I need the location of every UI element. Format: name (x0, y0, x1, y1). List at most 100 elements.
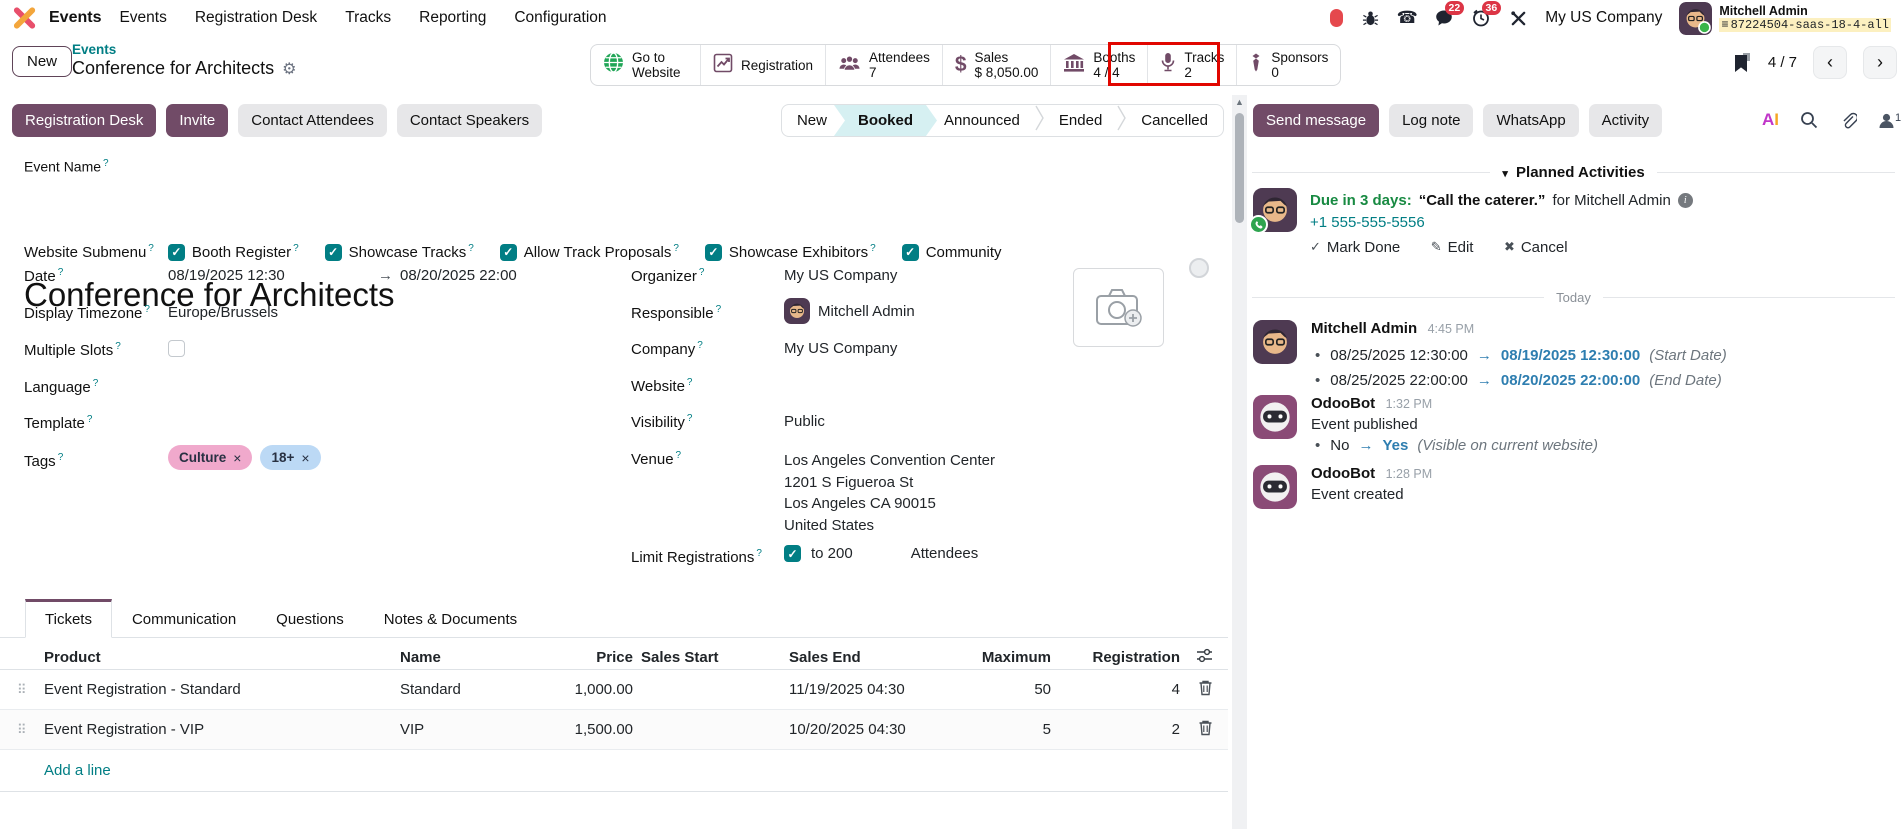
recording-indicator-icon[interactable] (1330, 9, 1344, 27)
multiple-slots-checkbox[interactable] (168, 340, 185, 357)
status-announced[interactable]: Announced (944, 112, 1020, 129)
cell-sales-end[interactable]: 11/19/2025 04:30 (789, 681, 905, 698)
date-start-input[interactable]: 08/19/2025 12:30 (168, 267, 285, 284)
message-event-published[interactable]: OdooBot 1:32 PM Event published • No → Yes(… (1253, 395, 1893, 454)
tools-icon[interactable] (1508, 8, 1528, 28)
event-name-input[interactable]: Conference for Architects (24, 276, 395, 313)
form-scrollbar[interactable]: ▲ (1232, 95, 1247, 829)
allow-track-proposals-checkbox[interactable]: ✓ Allow Track Proposals? (499, 243, 679, 261)
ai-icon[interactable]: AI (1762, 110, 1780, 129)
mark-done-button[interactable]: ✓ Mark Done (1310, 238, 1401, 256)
company-switcher[interactable]: My US Company (1545, 9, 1663, 26)
tab-notes-documents[interactable]: Notes & Documents (383, 611, 518, 628)
attachments-paperclip-icon[interactable] (1839, 111, 1858, 130)
message-author[interactable]: Mitchell Admin (1311, 320, 1418, 337)
stat-booths[interactable]: Booths 4 / 4 (1050, 45, 1147, 85)
breadcrumb-parent[interactable]: Events (72, 42, 117, 57)
info-icon[interactable]: i (1677, 193, 1693, 208)
col-name[interactable]: Name (400, 648, 441, 666)
drag-handle-icon[interactable]: ⠿ (17, 721, 27, 737)
actions-gear-icon[interactable]: ⚙ (282, 60, 297, 78)
checkbox-checked[interactable]: ✓ (167, 243, 185, 261)
cell-maximum[interactable]: 50 (1034, 681, 1051, 698)
limit-registrations-value[interactable]: to 200 (811, 545, 853, 562)
voip-phone-icon[interactable]: ☎ (1396, 8, 1418, 27)
cell-price[interactable]: 1,000.00 (574, 681, 633, 698)
status-cancelled[interactable]: Cancelled (1141, 112, 1208, 129)
cell-sales-end[interactable]: 10/20/2025 04:30 (789, 721, 906, 738)
message-author[interactable]: OdooBot (1311, 465, 1376, 482)
add-a-line-link[interactable]: Add a line (44, 762, 111, 779)
activities-clock-icon[interactable]: 36 (1471, 1, 1502, 28)
app-name[interactable]: Events (49, 9, 102, 26)
stage-indicator-circle[interactable] (1189, 258, 1209, 278)
tab-tickets[interactable]: Tickets (25, 599, 112, 638)
responsible-input[interactable]: Mitchell Admin (784, 298, 915, 324)
status-booked[interactable]: Booked (834, 105, 937, 136)
col-product[interactable]: Product (44, 648, 101, 666)
cell-maximum[interactable]: 5 (1042, 721, 1051, 738)
optional-columns-icon[interactable] (1180, 648, 1228, 667)
cell-product[interactable]: Event Registration - Standard (44, 681, 241, 698)
col-price[interactable]: Price (596, 648, 633, 666)
showcase-tracks-checkbox[interactable]: ✓ Showcase Tracks? (324, 243, 474, 261)
col-sales-end[interactable]: Sales End (789, 648, 861, 666)
ticket-row-standard[interactable]: ⠿ Event Registration - Standard Standard… (0, 670, 1228, 710)
contact-speakers-button[interactable]: Contact Speakers (396, 104, 543, 137)
send-message-button[interactable]: Send message (1253, 104, 1380, 137)
menu-tracks[interactable]: Tracks (345, 9, 392, 26)
remove-tag-icon[interactable]: × (301, 449, 310, 466)
message-author[interactable]: OdooBot (1311, 395, 1376, 412)
pager-previous-button[interactable]: ‹ (1813, 46, 1847, 79)
ticket-row-vip[interactable]: ⠿ Event Registration - VIP VIP 1,500.00 … (0, 710, 1228, 750)
registration-desk-button[interactable]: Registration Desk (12, 104, 157, 137)
venue-input[interactable]: Los Angeles Convention Center 1201 S Fig… (784, 450, 995, 536)
delete-row-icon[interactable] (1198, 719, 1228, 740)
followers-icon[interactable]: 1 (1878, 112, 1901, 129)
checkbox-checked[interactable]: ✓ (901, 243, 919, 261)
cancel-activity-button[interactable]: ✖ Cancel (1503, 238, 1568, 256)
cell-price[interactable]: 1,500.00 (574, 721, 633, 738)
activity-button[interactable]: Activity (1588, 104, 1663, 137)
whatsapp-button[interactable]: WhatsApp (1483, 104, 1579, 137)
stat-go-to-website[interactable]: Go to Website (591, 45, 700, 85)
user-menu[interactable]: Mitchell Admin ≡ 87224504-saas-18-4-all (1679, 1, 1891, 35)
col-registration[interactable]: Registration (1092, 648, 1180, 666)
cell-name[interactable]: VIP (400, 721, 425, 738)
menu-events[interactable]: Events (119, 9, 167, 26)
event-image-upload[interactable] (1073, 268, 1164, 347)
contact-attendees-button[interactable]: Contact Attendees (238, 104, 387, 137)
message-tracking-dates[interactable]: Mitchell Admin 4:45 PM • 08/25/2025 12:30… (1253, 320, 1893, 393)
bookmark-icon[interactable] (1732, 52, 1752, 74)
col-sales-start[interactable]: Sales Start (641, 648, 719, 666)
log-note-button[interactable]: Log note (1389, 104, 1474, 137)
messages-icon[interactable]: 22 (1434, 1, 1465, 28)
tab-communication[interactable]: Communication (131, 611, 237, 628)
checkbox-checked[interactable]: ✓ (704, 243, 722, 261)
company-input[interactable]: My US Company (784, 340, 898, 357)
booth-register-checkbox[interactable]: ✓ Booth Register? (167, 243, 299, 261)
pager-next-button[interactable]: › (1863, 46, 1897, 79)
menu-configuration[interactable]: Configuration (514, 9, 607, 26)
showcase-exhibitors-checkbox[interactable]: ✓ Showcase Exhibitors? (704, 243, 876, 261)
stat-registration[interactable]: Registration (700, 45, 825, 85)
status-new[interactable]: New (796, 112, 827, 129)
search-messages-icon[interactable] (1800, 111, 1818, 129)
limit-registrations-checkbox[interactable]: ✓ (784, 545, 801, 562)
display-timezone-select[interactable]: Europe/Brussels (168, 304, 279, 321)
date-end-input[interactable]: 08/20/2025 22:00 (400, 267, 517, 284)
delete-row-icon[interactable] (1198, 679, 1228, 700)
tab-questions[interactable]: Questions (276, 611, 344, 628)
message-event-created[interactable]: OdooBot 1:28 PM Event created (1253, 465, 1893, 509)
stat-tracks[interactable]: Tracks 2 (1147, 45, 1236, 85)
tags-field[interactable]: Culture × 18+ × (168, 445, 321, 470)
scroll-up-arrow[interactable]: ▲ (1235, 97, 1244, 107)
community-checkbox[interactable]: ✓ Community (901, 243, 1002, 261)
remove-tag-icon[interactable]: × (233, 449, 242, 466)
edit-activity-button[interactable]: ✎ Edit (1430, 238, 1474, 256)
visibility-select[interactable]: Public (784, 413, 825, 430)
menu-registration-desk[interactable]: Registration Desk (194, 9, 318, 26)
tag-18plus[interactable]: 18+ × (260, 445, 321, 470)
stat-attendees[interactable]: Attendees 7 (825, 45, 942, 85)
col-maximum[interactable]: Maximum (981, 648, 1051, 666)
